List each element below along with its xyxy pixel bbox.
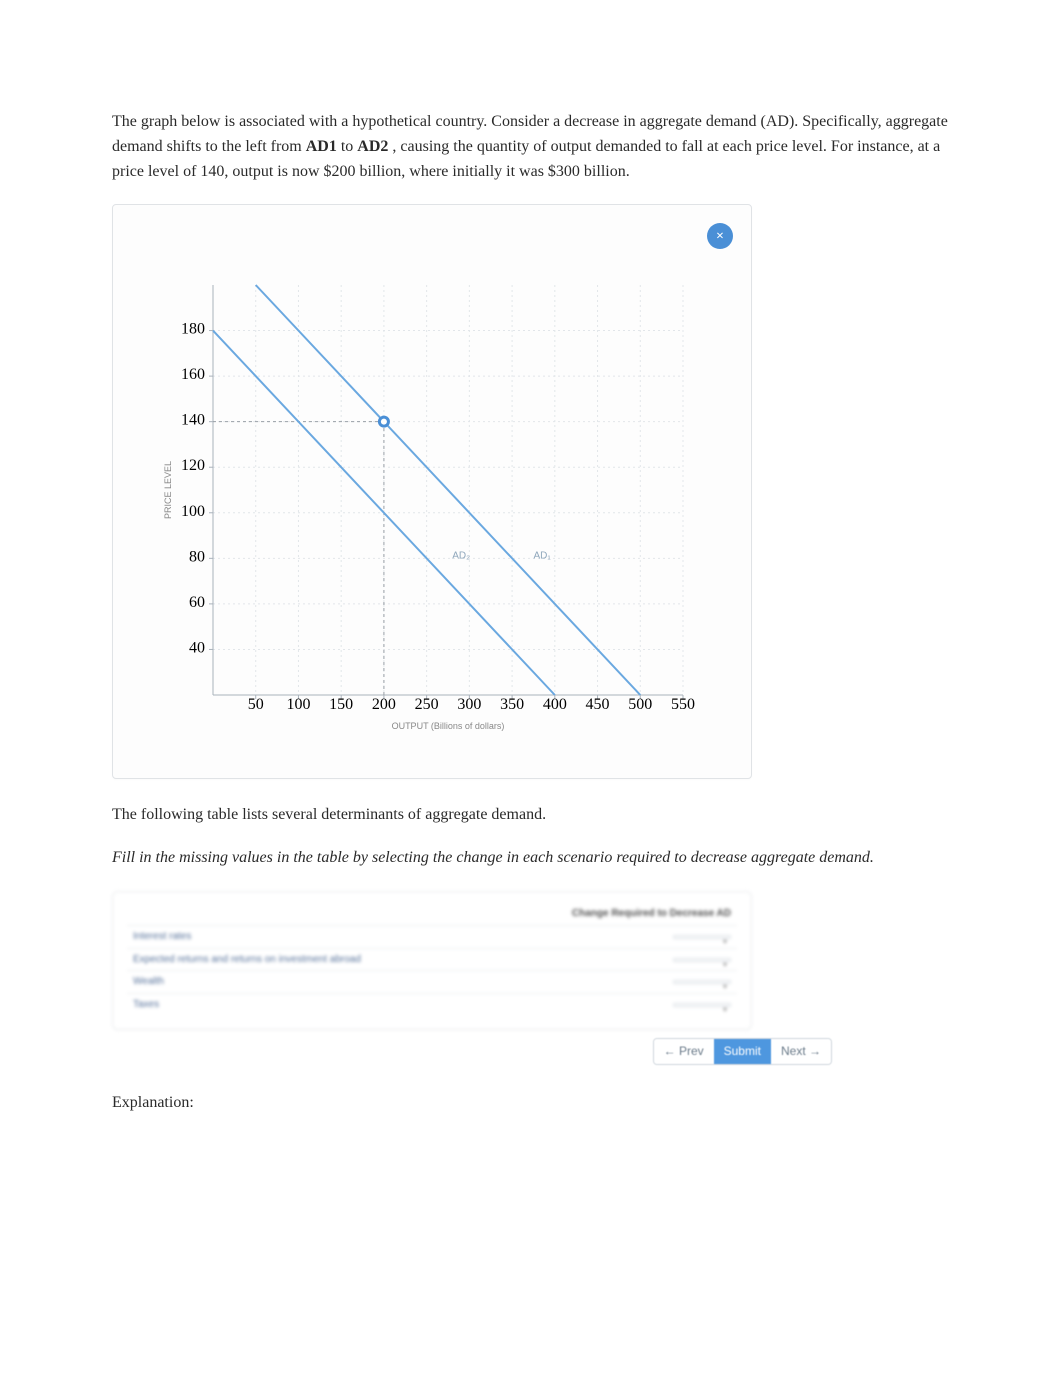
svg-text:300: 300 [457, 696, 481, 713]
question-intro: The graph below is associated with a hyp… [112, 110, 950, 184]
svg-text:40: 40 [189, 640, 205, 657]
svg-text:50: 50 [248, 696, 264, 713]
nav-chip: ← Prev Submit Next → [653, 1038, 832, 1065]
intro-text-mid: to [341, 138, 357, 155]
change-select[interactable] [673, 980, 731, 984]
graph-card: × 50 100 150 200 250 300 350 400 450 500 550 40 60 80… [112, 204, 752, 779]
svg-text:400: 400 [543, 696, 567, 713]
svg-text:AD₁: AD₁ [533, 551, 551, 562]
submit-button[interactable]: Submit [714, 1039, 771, 1064]
svg-text:120: 120 [181, 458, 205, 475]
row-select-cell [483, 926, 737, 949]
table-row: Wealth [127, 971, 737, 994]
row-label: Taxes [127, 993, 483, 1015]
row-select-cell [483, 971, 737, 994]
svg-text:PRICE LEVEL: PRICE LEVEL [163, 461, 173, 519]
svg-text:140: 140 [181, 412, 205, 429]
post-graph-text: The following table lists several determ… [112, 803, 950, 828]
nav-container: ← Prev Submit Next → [112, 1038, 832, 1065]
svg-text:AD₂: AD₂ [452, 551, 470, 562]
svg-text:OUTPUT (Billions of dollars): OUTPUT (Billions of dollars) [392, 721, 505, 731]
chart-svg: 50 100 150 200 250 300 350 400 450 500 550 40 60 80 10… [153, 275, 713, 755]
svg-text:150: 150 [329, 696, 353, 713]
table-header-right: Change Required to Decrease AD [483, 902, 737, 926]
change-select[interactable] [673, 935, 731, 939]
instruction-text: Fill in the missing values in the table … [112, 846, 950, 871]
svg-text:250: 250 [415, 696, 439, 713]
table-header-left [127, 902, 483, 926]
table-row: Taxes [127, 993, 737, 1015]
table-row: Interest rates [127, 926, 737, 949]
explanation-heading: Explanation: [112, 1091, 950, 1116]
row-select-cell [483, 993, 737, 1015]
next-button[interactable]: Next → [771, 1039, 831, 1064]
svg-text:100: 100 [181, 503, 205, 520]
table-row: Expected returns and returns on investme… [127, 948, 737, 971]
row-select-cell [483, 948, 737, 971]
row-label: Interest rates [127, 926, 483, 949]
determinants-table: Change Required to Decrease AD Interest … [127, 902, 737, 1016]
svg-text:80: 80 [189, 549, 205, 566]
row-label: Wealth [127, 971, 483, 994]
intro-bold-ad2: AD2 [357, 138, 388, 155]
close-icon[interactable]: × [707, 223, 733, 249]
svg-text:160: 160 [181, 367, 205, 384]
svg-text:350: 350 [500, 696, 524, 713]
ad-chart: 50 100 150 200 250 300 350 400 450 500 550 40 60 80 10… [153, 275, 713, 755]
svg-text:450: 450 [586, 696, 610, 713]
svg-text:500: 500 [628, 696, 652, 713]
intro-paragraph: The graph below is associated with a hyp… [112, 110, 950, 184]
close-glyph: × [716, 226, 724, 248]
svg-text:180: 180 [181, 321, 205, 338]
change-select[interactable] [673, 958, 731, 962]
determinants-table-card: Change Required to Decrease AD Interest … [112, 891, 752, 1031]
svg-text:100: 100 [286, 696, 310, 713]
intro-bold-ad1: AD1 [306, 138, 337, 155]
prev-button[interactable]: ← Prev [654, 1039, 714, 1064]
svg-text:550: 550 [671, 696, 695, 713]
svg-text:60: 60 [189, 594, 205, 611]
row-label: Expected returns and returns on investme… [127, 948, 483, 971]
svg-text:200: 200 [372, 696, 396, 713]
change-select[interactable] [673, 1003, 731, 1007]
